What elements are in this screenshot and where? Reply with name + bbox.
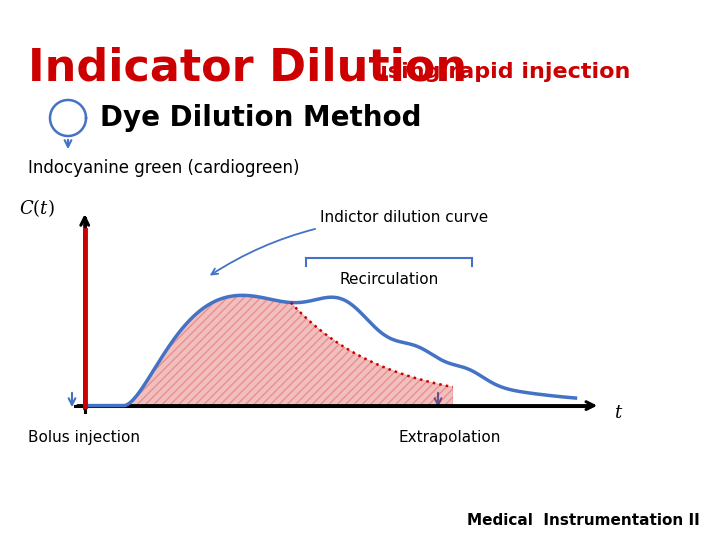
Text: Bolus injection: Bolus injection xyxy=(28,430,140,445)
Text: Indictor dilution curve: Indictor dilution curve xyxy=(212,211,488,274)
Text: using rapid injection: using rapid injection xyxy=(372,62,631,82)
Text: Dye Dilution Method: Dye Dilution Method xyxy=(100,104,421,132)
Text: $C(t)$: $C(t)$ xyxy=(19,197,55,219)
Text: Indocyanine green (cardiogreen): Indocyanine green (cardiogreen) xyxy=(28,159,300,177)
Text: Indicator Dilution: Indicator Dilution xyxy=(28,46,467,90)
Text: Medical  Instrumentation II: Medical Instrumentation II xyxy=(467,513,700,528)
Text: Recirculation: Recirculation xyxy=(339,272,438,287)
Text: $t$: $t$ xyxy=(614,404,624,422)
Text: Extrapolation: Extrapolation xyxy=(398,430,500,445)
